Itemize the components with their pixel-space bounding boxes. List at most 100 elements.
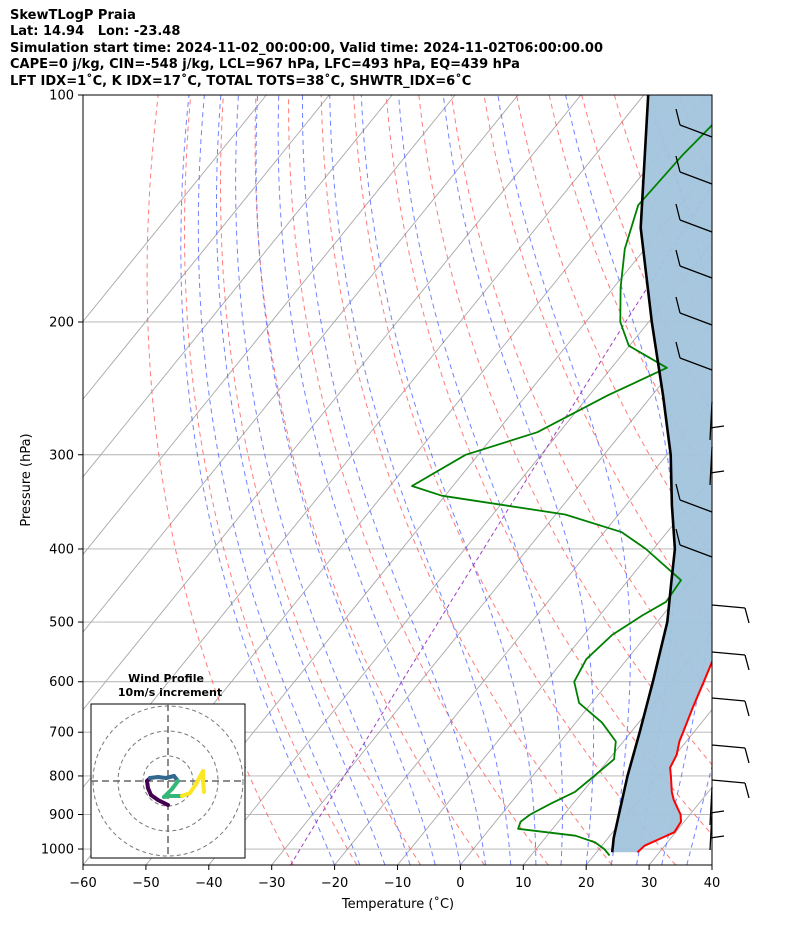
- parcel-profile: [610, 95, 677, 853]
- x-tick-label: −30: [258, 876, 285, 891]
- wind-barb: [709, 811, 713, 851]
- wind-barb: [679, 544, 713, 558]
- y-tick-label: 600: [49, 675, 74, 690]
- moist-adiabat: [442, 95, 595, 865]
- wind-barb-flag: [675, 203, 681, 221]
- wind-barb-flag: [675, 249, 681, 267]
- isotherm-40: [711, 864, 712, 865]
- x-tick-label: −60: [69, 876, 96, 891]
- wind-barb-flag: [675, 483, 681, 501]
- wind-barb-flag: [709, 425, 725, 429]
- x-tick-label: −50: [132, 876, 159, 891]
- isotherm-10: [522, 631, 712, 865]
- dry-adiabat: [254, 95, 485, 865]
- moist-adiabat: [255, 95, 436, 865]
- wind-barb: [711, 744, 746, 749]
- wind-barb-flag: [744, 654, 750, 671]
- dry-adiabat: [288, 95, 549, 865]
- moist-adiabat: [360, 95, 537, 865]
- isotherm--90: [83, 95, 519, 633]
- x-tick-label: 30: [641, 876, 658, 891]
- isotherm--120: [83, 95, 330, 400]
- isotherm--30: [271, 320, 712, 865]
- dry-adiabat: [418, 95, 712, 766]
- wind-barb-flag: [709, 470, 725, 474]
- inset-subtitle: 10m/s increment: [118, 686, 222, 699]
- x-tick-label: 40: [704, 876, 721, 891]
- isotherm--110: [83, 95, 393, 478]
- moist-adiabat: [197, 95, 361, 865]
- dry-adiabat: [450, 95, 712, 696]
- wind-barb-flag: [744, 782, 750, 799]
- moist-adiabat: [329, 95, 512, 865]
- wind-barb-flag: [675, 528, 681, 546]
- wind-barb: [679, 265, 713, 279]
- cape-line: CAPE=0 j/kg, CIN=-548 j/kg, LCL=967 hPa,…: [10, 57, 520, 73]
- dry-adiabat: [711, 95, 712, 97]
- wind-barb-flag: [709, 835, 725, 839]
- wind-barb: [679, 124, 713, 138]
- dry-adiabat: [183, 95, 358, 865]
- location-line: Lat: 14.94 Lon: -23.48: [10, 24, 181, 40]
- cape-cin-shading: [612, 95, 712, 853]
- wind-barb: [679, 219, 713, 233]
- y-axis-label: Pressure (hPa): [19, 433, 34, 526]
- moist-adiabat: [302, 95, 487, 865]
- isotherm--80: [83, 95, 582, 711]
- x-tick-label: 20: [578, 876, 595, 891]
- wind-barb-flag: [675, 296, 681, 314]
- isotherm--100: [83, 95, 456, 556]
- y-tick-label: 400: [49, 542, 74, 557]
- y-tick-label: 1000: [41, 843, 74, 858]
- wind-barb: [711, 697, 746, 702]
- isotherm-50: [775, 95, 794, 865]
- dewpoint-profile: [411, 123, 712, 857]
- data-layer: [411, 95, 712, 857]
- isotherm--10: [397, 476, 712, 865]
- y-tick-label: 200: [49, 315, 74, 330]
- moist-adiabat: [686, 764, 712, 865]
- hodograph-segment: [201, 778, 206, 794]
- chart-header: SkewTLogP Praia Lat: 14.94 Lon: -23.48 S…: [10, 8, 603, 90]
- grid-layer: [83, 95, 794, 865]
- wind-barb: [679, 312, 713, 326]
- y-tick-label: 900: [49, 808, 74, 823]
- chart-title: SkewTLogP Praia: [10, 8, 136, 23]
- wind-barb-flag: [675, 341, 681, 359]
- wind-barb: [709, 446, 713, 486]
- wind-barb-flag: [744, 747, 750, 764]
- y-tick-label: 300: [49, 448, 74, 463]
- isotherm--130: [83, 95, 267, 323]
- isotherm-20: [585, 708, 712, 865]
- y-tick-label: 700: [49, 726, 74, 741]
- moist-adiabat: [180, 95, 336, 865]
- y-tick-label: 500: [49, 616, 74, 631]
- temperature-profile: [636, 659, 712, 854]
- wind-barb: [679, 357, 713, 371]
- wind-barb: [679, 499, 713, 513]
- moist-adiabat: [235, 95, 411, 865]
- inset-title: Wind Profile: [128, 672, 204, 685]
- wind-barb-flag: [675, 108, 681, 126]
- x-axis-label: Temperature (˚C): [341, 896, 454, 912]
- index-line: LFT IDX=1˚C, K IDX=17˚C, TOTAL TOTS=38˚C…: [10, 73, 472, 89]
- time-line: Simulation start time: 2024-11-02_00:00:…: [10, 40, 603, 56]
- x-tick-label: −40: [195, 876, 222, 891]
- wind-barb: [711, 779, 746, 784]
- dry-adiabat: [777, 95, 794, 865]
- moist-adiabat: [216, 95, 386, 865]
- wind-profile-inset: Wind Profile 10m/s increment: [90, 672, 246, 859]
- wind-barb-flag: [675, 155, 681, 173]
- wind-barbs: [675, 108, 750, 851]
- isotherm--20: [334, 398, 712, 865]
- dry-adiabat: [320, 95, 613, 865]
- x-axis: −60 −50 −40 −30 −20 −10 0 10 20 30 40: [69, 865, 720, 891]
- dry-adiabat: [516, 95, 712, 556]
- wind-barb: [679, 171, 713, 185]
- dry-adiabat: [745, 95, 794, 865]
- wind-barb: [709, 401, 713, 441]
- moist-adiabat: [277, 95, 461, 865]
- x-tick-label: 10: [515, 876, 532, 891]
- wind-barb: [709, 786, 713, 826]
